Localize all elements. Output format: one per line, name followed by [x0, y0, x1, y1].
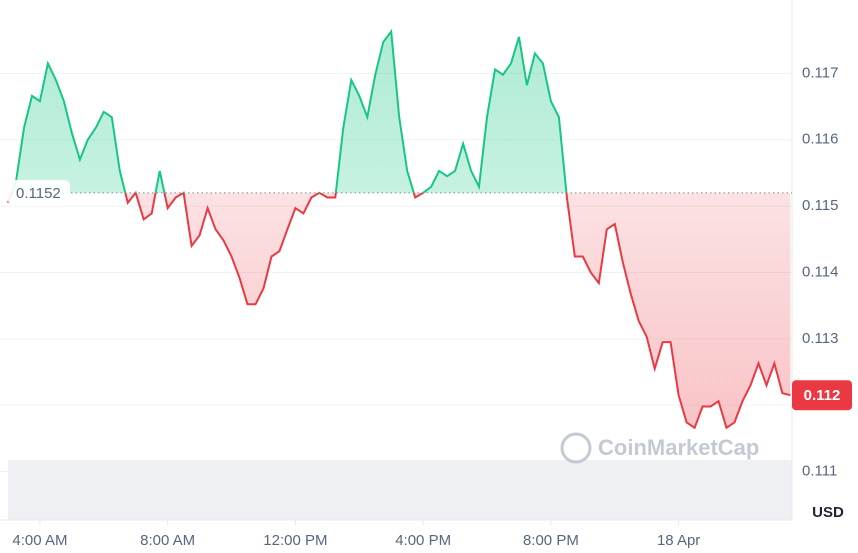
baseline-label: 0.1152 — [16, 185, 61, 202]
x-tick-label: 12:00 PM — [263, 532, 327, 549]
x-tick-label: 8:00 AM — [140, 532, 195, 549]
x-tick-label: 4:00 AM — [12, 532, 67, 549]
y-tick-label: 0.111 — [802, 463, 837, 480]
watermark: CoinMarketCap — [560, 432, 759, 464]
area-down — [8, 192, 791, 428]
baseline-badge — [8, 179, 70, 206]
area-up — [11, 31, 567, 193]
last-price-label: 0.112 — [804, 387, 841, 404]
y-tick-label: 0.117 — [802, 64, 838, 81]
price-line-up — [10, 28, 568, 193]
y-tick-label: 0.114 — [802, 263, 838, 280]
x-tick-label: 4:00 PM — [395, 532, 451, 549]
y-tick-label: 0.116 — [802, 131, 838, 148]
x-tick-label: 18 Apr — [657, 532, 700, 549]
y-tick-label: 0.113 — [802, 330, 838, 347]
currency-label: USD — [812, 504, 844, 521]
volume-area — [8, 460, 792, 520]
x-tick-label: 8:00 PM — [523, 532, 579, 549]
price-line-down — [7, 192, 791, 430]
y-tick-label: 0.115 — [802, 197, 838, 214]
watermark-text: CoinMarketCap — [598, 435, 759, 460]
last-price-badge — [792, 380, 852, 411]
